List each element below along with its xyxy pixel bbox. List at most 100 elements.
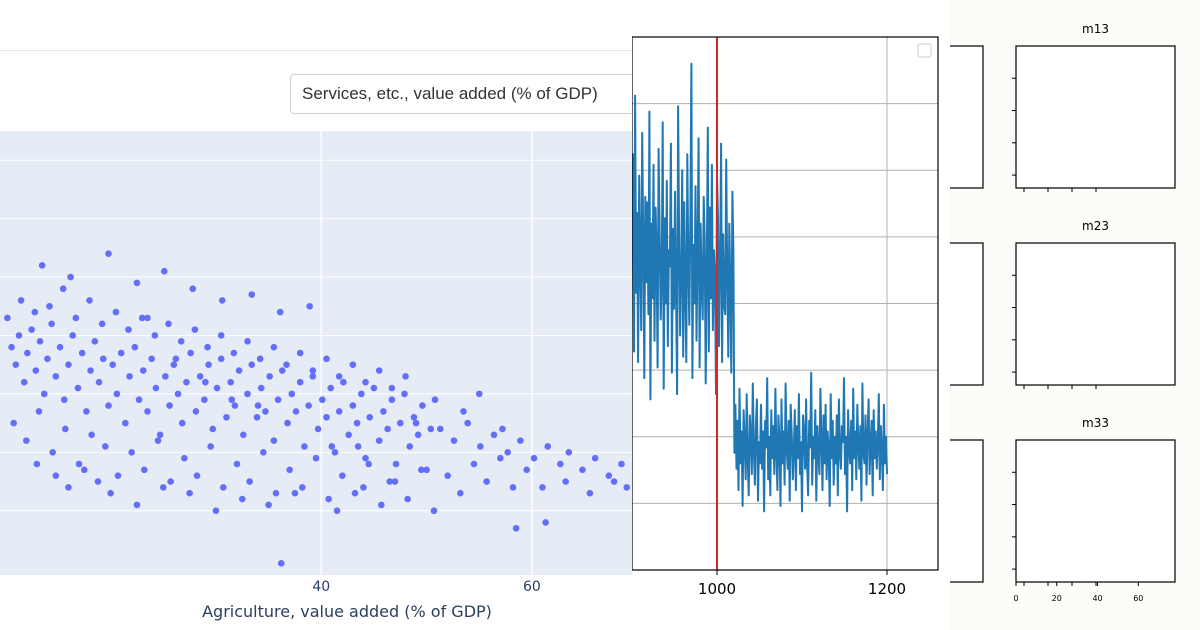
scatter-point bbox=[517, 437, 524, 444]
scatter-point bbox=[193, 472, 201, 479]
scatter-point bbox=[154, 437, 162, 444]
scatter-point bbox=[276, 308, 284, 316]
scatter-point bbox=[178, 419, 186, 427]
scatter-point bbox=[319, 396, 326, 404]
scatter-point bbox=[323, 355, 330, 363]
scatter-point bbox=[65, 361, 72, 368]
scatter-point bbox=[483, 478, 490, 485]
scatter-point bbox=[94, 478, 102, 485]
scatter-point bbox=[187, 349, 194, 357]
scatter-point bbox=[98, 320, 106, 328]
scatter-point bbox=[375, 367, 383, 374]
scatter-point bbox=[323, 413, 330, 421]
x-tick-label: 60 bbox=[523, 579, 541, 595]
scatter-point bbox=[52, 472, 60, 479]
scatter-point bbox=[148, 355, 155, 363]
scatter-point bbox=[99, 355, 107, 363]
scatter-point bbox=[414, 431, 422, 439]
scatter-point bbox=[244, 390, 251, 398]
x-tick-label: 40 bbox=[312, 579, 330, 595]
scatter-point bbox=[353, 419, 361, 427]
scatter-point bbox=[196, 373, 204, 380]
scatter-point bbox=[88, 431, 95, 439]
scatter-point bbox=[530, 454, 538, 462]
yaxis-dropdown[interactable]: Services, etc., value added (% of GDP) bbox=[290, 74, 632, 114]
scatter-point bbox=[91, 338, 99, 345]
scatter-point bbox=[349, 361, 357, 368]
scatter-point bbox=[189, 285, 197, 293]
subplot-frame bbox=[1015, 45, 1176, 189]
scatter-point bbox=[109, 361, 117, 368]
scatter-point bbox=[10, 419, 17, 427]
scatter-point bbox=[254, 402, 262, 409]
subplot-title: m13 bbox=[1082, 22, 1109, 36]
scatter-point bbox=[202, 378, 209, 386]
subplot-grid: m13 m23 m33 0 20 40 60 bbox=[950, 22, 1176, 603]
partial-subplot-frame bbox=[950, 439, 984, 583]
scatter-point bbox=[177, 338, 185, 345]
scatter-point bbox=[610, 478, 618, 485]
scatter-point bbox=[365, 460, 372, 468]
scatter-point bbox=[48, 320, 55, 328]
scatter-point bbox=[431, 396, 439, 404]
header-divider bbox=[0, 50, 632, 51]
scatter-point bbox=[260, 449, 267, 456]
scatter-point bbox=[138, 314, 146, 322]
scatter-point bbox=[125, 326, 132, 333]
scatter-point bbox=[412, 419, 420, 427]
scatter-panel: Services, etc., value added (% of GDP) 4… bbox=[0, 50, 632, 621]
scatter-point bbox=[272, 489, 280, 497]
scatter-point bbox=[72, 314, 80, 322]
subplot-frame bbox=[1015, 439, 1176, 583]
scatter-point bbox=[351, 489, 359, 497]
scatter-point bbox=[144, 408, 151, 415]
scatter-point bbox=[141, 466, 148, 474]
scatter-point bbox=[167, 478, 174, 485]
scatter-point bbox=[328, 443, 336, 450]
scatter-point bbox=[213, 384, 221, 392]
scatter-point bbox=[579, 466, 586, 474]
scatter-point bbox=[557, 460, 564, 468]
scatter-point bbox=[152, 384, 160, 392]
scatter-point bbox=[46, 302, 53, 310]
scatter-point bbox=[345, 431, 352, 439]
scatter-point bbox=[191, 326, 199, 333]
scatter-point bbox=[230, 349, 238, 357]
scatter-point bbox=[38, 262, 46, 269]
scatter-point bbox=[504, 449, 512, 456]
scatter-point bbox=[105, 250, 112, 257]
legend-checkbox[interactable] bbox=[917, 43, 932, 58]
x-axis-title: Agriculture, value added (% of GDP) bbox=[202, 602, 492, 621]
scatter-point bbox=[327, 384, 335, 392]
scatter-point bbox=[309, 367, 317, 374]
scatter-point bbox=[62, 425, 69, 433]
scatter-point bbox=[192, 408, 200, 415]
scatter-point bbox=[335, 408, 343, 415]
scatter-point bbox=[33, 460, 41, 468]
scatter-point bbox=[67, 273, 74, 281]
scatter-point bbox=[378, 501, 385, 509]
scatter-point bbox=[335, 373, 343, 380]
scatter-point bbox=[331, 449, 339, 456]
scatter-point bbox=[257, 384, 265, 392]
scatter-point bbox=[204, 343, 211, 351]
scatter-point bbox=[401, 390, 408, 398]
scatter-point bbox=[161, 267, 168, 275]
subplot-title: m23 bbox=[1082, 219, 1109, 233]
scatter-point bbox=[238, 495, 246, 503]
scatter-point bbox=[28, 326, 35, 333]
scatter-point bbox=[122, 419, 129, 427]
scatter-point bbox=[270, 343, 278, 351]
scatter-point bbox=[227, 378, 234, 386]
scatter-point bbox=[105, 402, 112, 409]
scatter-point bbox=[265, 501, 272, 509]
scatter-point bbox=[512, 524, 520, 532]
scatter-point bbox=[253, 413, 261, 421]
scatter-point bbox=[235, 367, 243, 374]
scatter-point bbox=[406, 443, 414, 450]
scatter-point bbox=[31, 308, 39, 316]
scatter-point bbox=[305, 402, 312, 409]
scatter-point bbox=[49, 449, 56, 456]
scatter-point bbox=[86, 297, 93, 304]
scatter-point bbox=[170, 361, 178, 368]
